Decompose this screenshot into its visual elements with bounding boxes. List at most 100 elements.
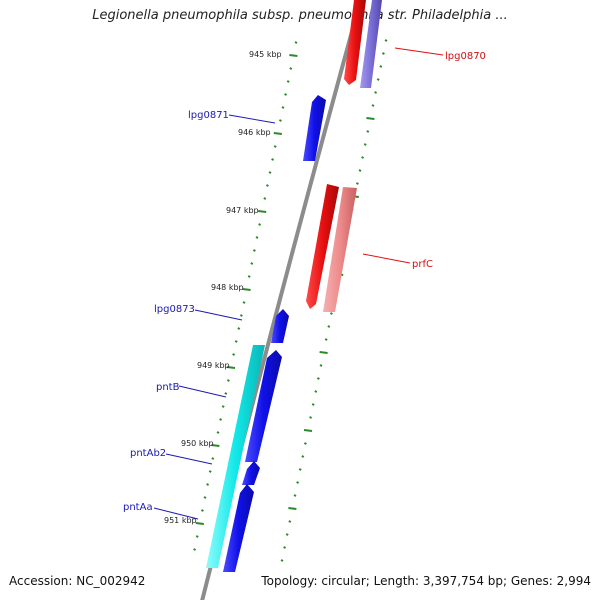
tick-left-17: [250, 262, 254, 265]
tick-left-0: [294, 41, 298, 44]
kbp-label-949: 949 kbp: [197, 361, 230, 370]
tick-right-6: [366, 117, 375, 120]
tick-left-27: [224, 392, 228, 395]
connector-pntAb2: [165, 453, 213, 465]
tick-left-14: [258, 223, 262, 226]
gene-pntAb2[interactable]: [242, 461, 260, 485]
tick-left-10: [268, 171, 272, 174]
tick-left-20: [242, 301, 246, 304]
tick-right-37: [288, 520, 292, 523]
tick-left-36: [200, 509, 204, 512]
tick-left-28: [221, 405, 225, 408]
tick-left-7: [273, 132, 282, 135]
tick-right-28: [311, 403, 315, 406]
kbp-label-951: 951 kbp: [164, 516, 197, 525]
tick-right-7: [366, 130, 370, 133]
tick-right-9: [361, 156, 365, 159]
tick-left-18: [247, 275, 251, 278]
genome-stats-text: Topology: circular; Length: 3,397,754 bp…: [261, 574, 591, 588]
tick-left-12: [263, 197, 267, 200]
accession-text: Accession: NC_002942: [9, 574, 146, 588]
tick-left-26: [226, 379, 230, 382]
gene-lpg0870-rna[interactable]: [360, 0, 382, 88]
tick-right-21: [329, 312, 333, 315]
tick-left-37: [195, 522, 204, 525]
tick-right-1: [381, 52, 385, 55]
kbp-label-950: 950 kbp: [181, 439, 214, 448]
tick-left-16: [252, 249, 256, 252]
tick-left-5: [281, 106, 285, 109]
tick-left-33: [208, 470, 212, 473]
gene-pntB[interactable]: [245, 350, 282, 462]
tick-right-40: [280, 559, 284, 562]
tick-right-32: [301, 455, 305, 458]
gene-prfC[interactable]: [306, 184, 339, 309]
tick-left-38: [195, 535, 199, 538]
genome-title: Legionella pneumophila subsp. pneumophil…: [92, 8, 508, 23]
tick-right-34: [296, 481, 300, 484]
tick-right-24: [319, 351, 328, 354]
label-pntAa: pntAa: [123, 502, 153, 513]
tick-right-8: [363, 143, 367, 146]
label-pntAb2: pntAb2: [130, 448, 166, 459]
connector-lpg0870: [394, 47, 444, 56]
label-lpg0871: lpg0871: [188, 110, 229, 121]
tick-right-11: [355, 182, 359, 185]
tick-left-1: [289, 54, 298, 57]
connector-lpg0871: [228, 114, 276, 124]
connector-pntB: [178, 385, 227, 398]
tick-left-23: [234, 340, 238, 343]
tick-left-22: [237, 327, 241, 330]
label-lpg0870: lpg0870: [445, 51, 486, 62]
label-lpg0873: lpg0873: [154, 304, 195, 315]
tick-right-4: [374, 91, 378, 94]
tick-right-33: [298, 468, 302, 471]
tick-left-31: [211, 444, 220, 447]
tick-left-19: [242, 288, 251, 291]
tick-right-2: [379, 65, 383, 68]
connector-pntAa: [153, 507, 199, 520]
gene-lpg0871[interactable]: [303, 95, 326, 161]
gene-pntAa[interactable]: [223, 484, 254, 572]
tick-left-32: [211, 457, 215, 460]
kbp-label-946: 946 kbp: [238, 128, 271, 137]
gene-lpg0873[interactable]: [271, 309, 289, 343]
tick-right-39: [283, 546, 287, 549]
tick-left-8: [273, 145, 277, 148]
tick-right-10: [358, 169, 362, 172]
tick-left-34: [206, 483, 210, 486]
tick-left-13: [258, 210, 267, 213]
tick-right-26: [316, 377, 320, 380]
tick-right-23: [324, 338, 328, 341]
kbp-label-945: 945 kbp: [249, 50, 282, 59]
gene-lpg0870[interactable]: [344, 0, 366, 85]
label-prfC: prfC: [412, 259, 433, 270]
tick-right-31: [303, 442, 307, 445]
gene-operon-band[interactable]: [206, 345, 265, 568]
tick-left-24: [232, 353, 236, 356]
kbp-label-947: 947 kbp: [226, 206, 259, 215]
connector-prfC: [362, 253, 411, 264]
connector-lpg0873: [194, 309, 243, 321]
tick-right-30: [303, 429, 313, 432]
tick-left-35: [203, 496, 207, 499]
kbp-scale: 945 kbp 946 kbp 947 kbp 948 kbp 949 kbp …: [164, 50, 282, 525]
gene-prfC-product[interactable]: [323, 187, 357, 312]
tick-left-21: [239, 314, 243, 317]
tick-left-11: [265, 184, 269, 187]
tick-right-22: [327, 325, 331, 328]
tick-left-4: [284, 93, 288, 96]
tick-right-27: [314, 390, 318, 393]
kbp-label-948: 948 kbp: [211, 283, 244, 292]
tick-left-39: [193, 548, 197, 551]
tick-right-0: [384, 39, 388, 42]
tick-left-29: [219, 418, 223, 421]
tick-right-36: [288, 507, 297, 510]
tick-right-29: [309, 416, 313, 419]
tick-left-15: [255, 236, 259, 239]
label-pntB: pntB: [156, 382, 180, 393]
tick-left-25: [226, 366, 236, 369]
tick-left-6: [278, 119, 282, 122]
